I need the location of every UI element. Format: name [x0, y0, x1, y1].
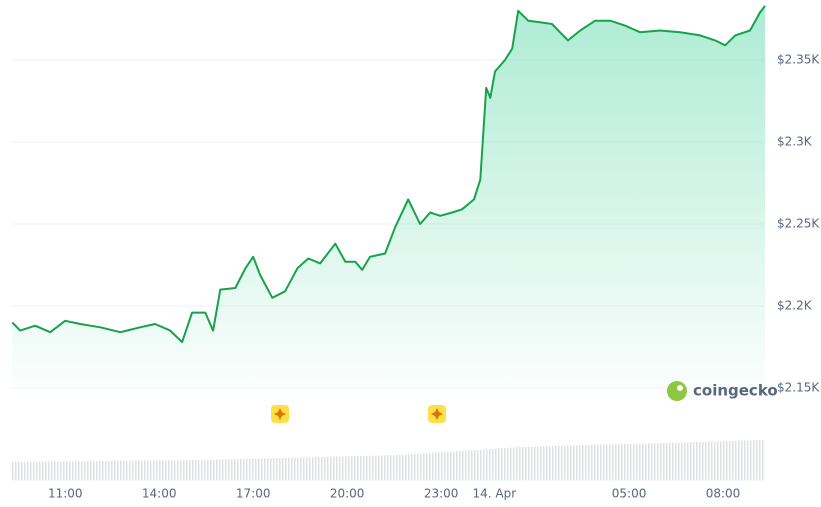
- x-tick-label: 20:00: [330, 487, 365, 501]
- volume-bars: [12, 440, 765, 480]
- y-tick-label: $2.3K: [777, 135, 813, 149]
- x-tick-label: 23:00: [424, 487, 459, 501]
- x-tick-label: 08:00: [706, 487, 741, 501]
- event-marker[interactable]: [428, 405, 446, 423]
- x-tick-label: 11:00: [48, 487, 83, 501]
- y-tick-label: $2.2K: [777, 299, 813, 313]
- event-marker[interactable]: [271, 405, 289, 423]
- price-area: [12, 5, 766, 389]
- x-tick-label: 14. Apr: [473, 487, 517, 501]
- x-tick-label: 05:00: [612, 487, 647, 501]
- y-tick-label: $2.25K: [777, 217, 820, 231]
- x-tick-label: 14:00: [142, 487, 177, 501]
- brand-logo: [667, 381, 687, 401]
- y-tick-label: $2.15K: [777, 381, 820, 395]
- plot-area: [11, 5, 766, 389]
- brand-name: coingecko: [693, 382, 778, 400]
- brand-logo-eye: [677, 385, 683, 391]
- price-line: [11, 5, 766, 344]
- x-tick-label: 17:00: [236, 487, 271, 501]
- y-tick-label: $2.35K: [777, 53, 820, 67]
